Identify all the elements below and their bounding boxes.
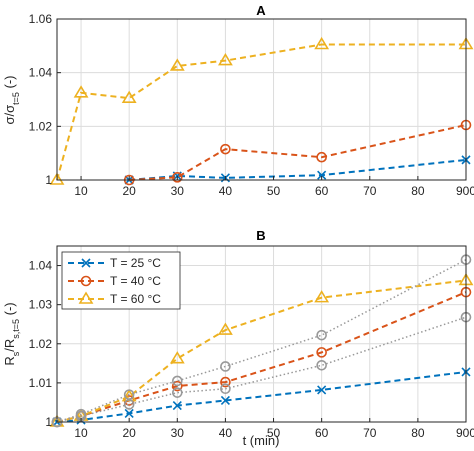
x-tick-label: 10 [74, 184, 88, 198]
y-tick-label: 1.02 [29, 119, 53, 133]
legend-item: T = 60 °C [68, 291, 161, 306]
x-tick-label: 60 [315, 426, 329, 440]
panel-b-x-label: t (min) [243, 433, 280, 448]
legend-item: T = 25 °C [68, 256, 161, 270]
series-line [56, 43, 466, 181]
x-tick-label: 900 [456, 426, 474, 440]
x-tick-label: 40 [219, 184, 233, 198]
data-point [220, 143, 231, 155]
y-tick-label: 1 [45, 415, 52, 429]
x-tick-label: 70 [363, 426, 377, 440]
data-point [172, 401, 182, 411]
y-tick-label: 1.01 [29, 376, 53, 390]
data-point [316, 347, 327, 358]
data-point [81, 258, 91, 268]
data-point [317, 170, 327, 180]
panel-a: 10 20 30 40 50 60 70 80 900 1 1.02 1.04 1.06 A σ/σt… [2, 3, 474, 198]
legend-label: T = 25 °C [110, 256, 161, 270]
data-point [220, 376, 231, 388]
series-line [56, 316, 467, 423]
data-point [317, 385, 327, 395]
series-line [129, 124, 467, 181]
x-tick-label: 30 [171, 426, 185, 440]
data-point [316, 359, 327, 371]
y-tick-label: 1.06 [29, 12, 53, 26]
series-line [56, 259, 467, 423]
panel-b-legend: T = 25 °C T = 40 °C T = 60 °C [61, 251, 181, 310]
data-point [171, 380, 183, 392]
y-tick-label: 1.04 [29, 259, 53, 273]
data-point [169, 58, 185, 71]
y-tick-label: 1 [45, 173, 52, 187]
data-point [217, 322, 233, 335]
x-tick-label: 80 [411, 426, 425, 440]
data-point [169, 351, 185, 364]
data-point [171, 375, 183, 387]
data-point [220, 395, 230, 406]
data-point [124, 408, 134, 418]
series-2 [49, 36, 474, 185]
panel-a-y-ticks: 1 1.02 1.04 1.06 [29, 12, 61, 187]
x-tick-label: 50 [267, 184, 281, 198]
x-tick-label: 40 [219, 426, 233, 440]
data-point [123, 389, 135, 400]
x-tick-label: 70 [363, 184, 377, 198]
data-point [220, 383, 231, 395]
panel-b: 10 20 30 40 50 60 70 80 900 11.011.021.031.04 B … [2, 228, 474, 448]
data-point [80, 275, 92, 287]
data-point [73, 85, 89, 98]
panel-b-title: B [256, 228, 265, 243]
data-point [314, 36, 330, 50]
data-point [171, 387, 183, 398]
x-tick-label: 10 [74, 426, 88, 440]
data-point [314, 290, 330, 303]
legend-label: T = 60 °C [110, 292, 161, 306]
x-tick-label: 20 [122, 426, 136, 440]
data-point [316, 329, 327, 341]
x-tick-label: 20 [122, 184, 136, 198]
panel-a-x-ticks: 10 20 30 40 50 60 70 80 900 [74, 176, 474, 198]
legend-item: T = 40 °C [68, 274, 161, 288]
panel-a-frame [56, 18, 467, 181]
x-tick-label: 60 [315, 184, 329, 198]
data-point [78, 291, 94, 304]
panel-a-plot-area [57, 19, 466, 180]
data-point [316, 151, 327, 163]
panel-b-x-ticks: 10 20 30 40 50 60 70 80 900 [74, 418, 474, 440]
y-tick-label: 1.04 [29, 66, 53, 80]
data-point [121, 90, 137, 103]
data-point [171, 172, 183, 183]
data-point [49, 172, 65, 185]
legend-label: T = 40 °C [110, 274, 161, 288]
y-tick-label: 1.03 [29, 298, 53, 312]
panel-b-frame [56, 245, 467, 423]
panel-a-y-label: σ/σt=5 (-) [2, 75, 21, 124]
panel-b-y-label: Rs/Rs,t=5 (-) [2, 302, 21, 365]
data-point [220, 361, 231, 372]
x-tick-label: 50 [267, 426, 281, 440]
legend-items: T = 25 °C T = 40 °C T = 60 °C [68, 256, 161, 306]
x-tick-label: 30 [171, 184, 185, 198]
x-tick-label: 900 [456, 184, 474, 198]
panel-a-title: A [256, 3, 266, 18]
panel-b-y-ticks: 1 1.01 1.02 1.03 1.04 [29, 259, 61, 429]
x-tick-label: 80 [411, 184, 425, 198]
series-4 [51, 254, 472, 428]
y-tick-label: 1.02 [29, 337, 53, 351]
data-point [217, 53, 233, 66]
